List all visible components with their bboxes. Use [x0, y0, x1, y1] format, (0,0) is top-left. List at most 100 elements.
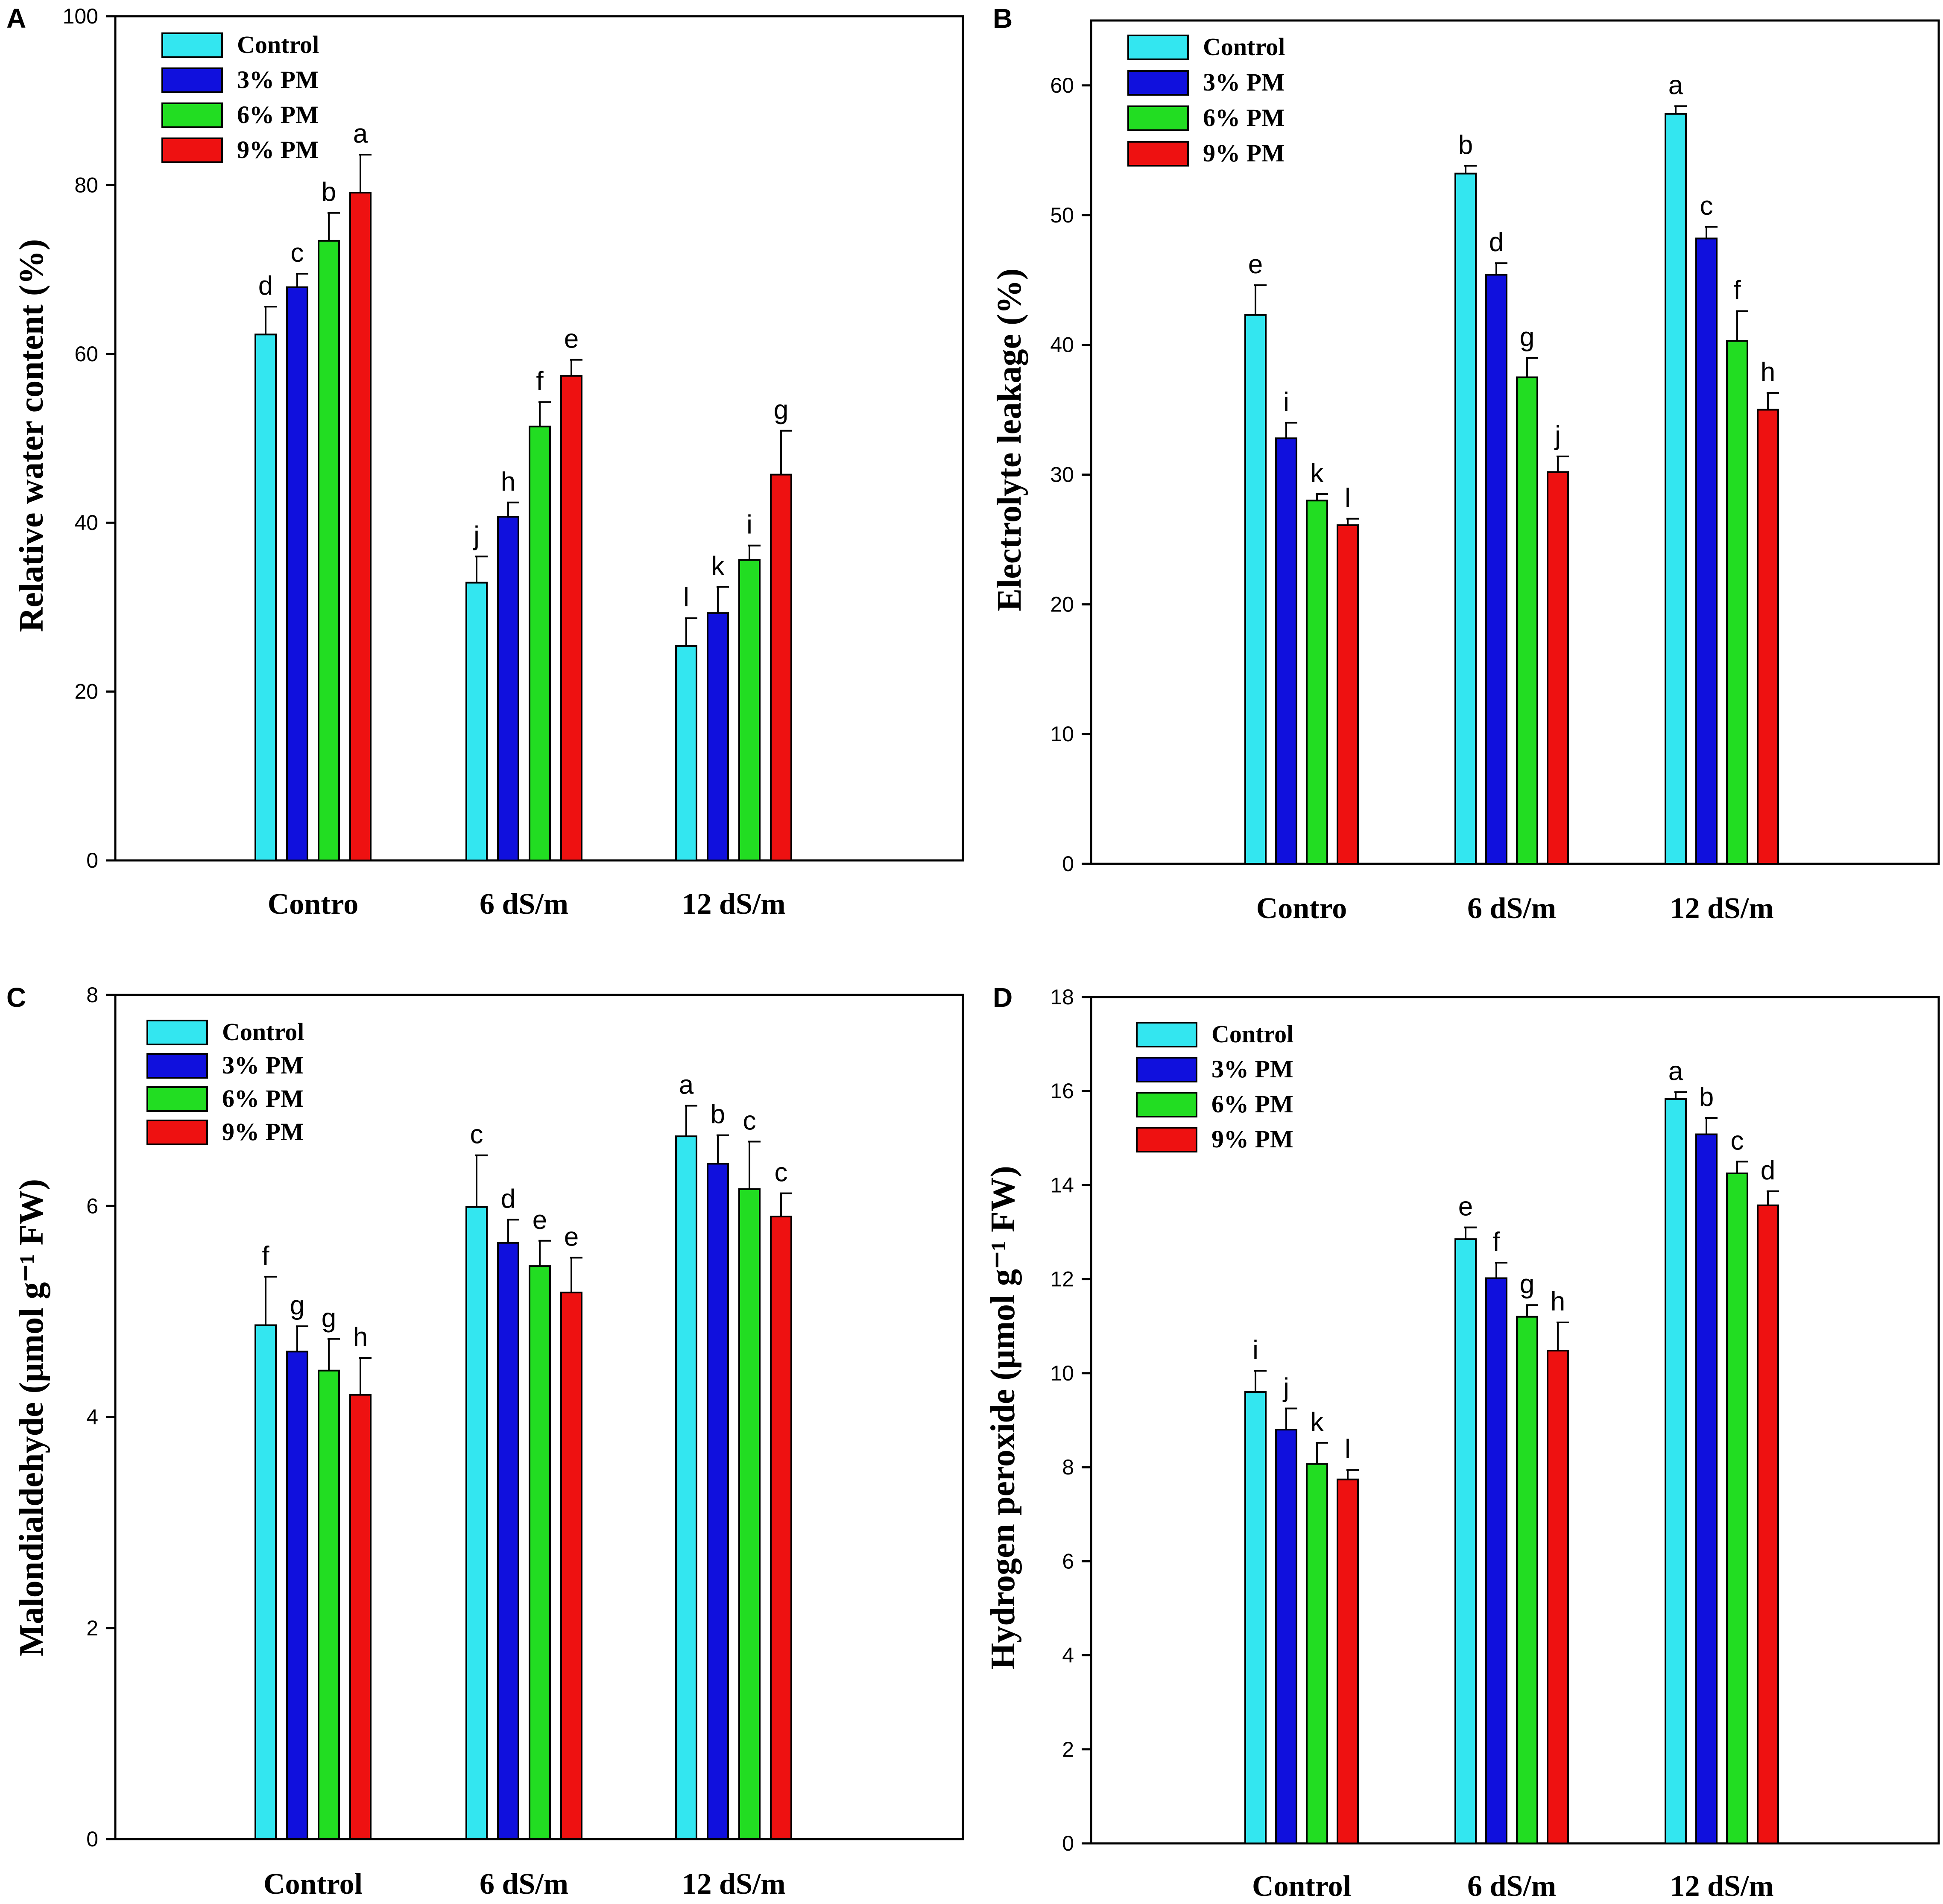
- x-category-label: 12 dS/m: [682, 888, 785, 921]
- bar: [1485, 274, 1507, 865]
- legend-label: 6% PM: [222, 1085, 304, 1112]
- bar: [1244, 314, 1267, 865]
- legend-label: Control: [1203, 33, 1285, 61]
- y-axis-title: Hydrogen peroxide (μmol g⁻¹ FW): [984, 1166, 1022, 1670]
- y-tick-label: 6: [86, 1194, 98, 1218]
- bar: [1275, 1429, 1297, 1844]
- significance-letter: b: [1458, 130, 1473, 160]
- bar: [529, 1265, 551, 1840]
- significance-letter: g: [322, 1304, 336, 1333]
- significance-letter: j: [1554, 421, 1561, 450]
- significance-letter: k: [711, 551, 725, 581]
- bar: [1454, 173, 1477, 865]
- legend-swatch: [146, 1120, 208, 1145]
- y-tick-label: 10: [1050, 722, 1074, 746]
- bar: [1337, 1478, 1359, 1844]
- legend-swatch: [1127, 35, 1189, 60]
- significance-letter: a: [1668, 1056, 1683, 1086]
- significance-letter: f: [536, 366, 544, 396]
- bar: [675, 645, 697, 862]
- legend-label: 9% PM: [237, 136, 319, 164]
- legend-swatch: [161, 102, 223, 128]
- y-tick-label: 18: [1050, 985, 1074, 1009]
- bar: [255, 1324, 277, 1840]
- bar: [675, 1135, 697, 1840]
- panel-letter: B: [993, 3, 1012, 34]
- x-category-label: 6 dS/m: [1467, 1870, 1556, 1903]
- significance-letter: l: [1345, 483, 1351, 513]
- y-tick-label: 2: [1062, 1737, 1074, 1761]
- legend-swatch: [1136, 1057, 1197, 1082]
- legend-label: 9% PM: [1203, 139, 1285, 167]
- y-tick-label: 10: [1050, 1361, 1074, 1385]
- significance-letter: b: [1699, 1082, 1714, 1112]
- bar: [286, 1351, 308, 1840]
- bar: [1454, 1238, 1477, 1844]
- significance-letter: j: [1282, 1373, 1289, 1402]
- legend-swatch: [1127, 105, 1189, 131]
- panel-d: D 0 2 4 6 8 10 12 14 16 18 Hydrogen peroxide (μmol …: [984, 982, 1940, 1903]
- significance-letter: k: [1311, 459, 1324, 488]
- x-category-label: Control: [1252, 1870, 1351, 1903]
- significance-letter: d: [501, 1184, 515, 1214]
- y-tick-label: 100: [63, 4, 98, 28]
- significance-letter: l: [1345, 1435, 1351, 1464]
- y-tick-label: 14: [1050, 1173, 1074, 1197]
- bar: [1726, 340, 1748, 865]
- y-tick-label: 16: [1050, 1079, 1074, 1103]
- significance-letter: k: [1311, 1407, 1324, 1437]
- legend-label: 3% PM: [1203, 68, 1285, 96]
- bar: [497, 1242, 519, 1840]
- significance-letter: g: [1520, 1269, 1534, 1299]
- y-tick-label: 8: [1062, 1455, 1074, 1479]
- x-category-label: 6 dS/m: [1467, 892, 1556, 925]
- bar: [349, 192, 372, 861]
- significance-letter: d: [258, 271, 273, 301]
- panel-letter: C: [6, 982, 26, 1013]
- significance-letter: a: [1668, 71, 1683, 100]
- y-tick-label: 60: [74, 342, 98, 366]
- bar: [497, 516, 519, 861]
- bar: [560, 375, 582, 861]
- bar: [1547, 1350, 1569, 1845]
- y-tick-label: 40: [74, 511, 98, 535]
- bar: [255, 333, 277, 861]
- legend-swatch: [1136, 1022, 1197, 1047]
- y-tick-label: 80: [74, 173, 98, 197]
- y-tick-label: 60: [1050, 73, 1074, 97]
- bar: [1306, 1463, 1328, 1844]
- bar: [1244, 1391, 1267, 1844]
- legend-label: 3% PM: [222, 1051, 304, 1079]
- legend-swatch: [161, 67, 223, 93]
- significance-letter: i: [746, 510, 752, 540]
- legend-swatch: [1136, 1092, 1197, 1117]
- plot-frame: [1090, 996, 1940, 1845]
- bar: [529, 425, 551, 861]
- x-category-label: Contro: [268, 888, 359, 921]
- significance-letter: c: [775, 1158, 788, 1187]
- significance-letter: e: [564, 325, 579, 354]
- y-tick-label: 0: [1062, 1831, 1074, 1855]
- y-tick-label: 50: [1050, 203, 1074, 227]
- bar: [1516, 376, 1538, 865]
- y-axis-title: Electrolyte leakage (%): [991, 269, 1028, 611]
- bar: [1757, 1204, 1779, 1844]
- significance-letter: c: [291, 238, 304, 268]
- bar: [1726, 1172, 1748, 1845]
- bar: [707, 1163, 729, 1840]
- legend-label: 9% PM: [222, 1118, 304, 1146]
- bar: [465, 582, 488, 861]
- significance-letter: i: [1252, 1335, 1258, 1365]
- y-tick-label: 0: [86, 1827, 98, 1851]
- panel-b: B 0 10 20 30 40 50 60 Electrolyte leakage (%) Con…: [991, 3, 1940, 925]
- y-tick-label: 2: [86, 1616, 98, 1640]
- significance-letter: e: [1248, 250, 1263, 279]
- panel-c: C 0 2 4 6 8 Malondialdehyde (μmol g⁻¹ FW) Contr…: [6, 982, 964, 1901]
- significance-letter: c: [1731, 1126, 1744, 1155]
- y-axis-title: Malondialdehyde (μmol g⁻¹ FW): [13, 1179, 50, 1656]
- significance-letter: d: [1761, 1156, 1775, 1185]
- bar: [1516, 1316, 1538, 1844]
- bar: [1665, 113, 1687, 865]
- bar: [1547, 471, 1569, 865]
